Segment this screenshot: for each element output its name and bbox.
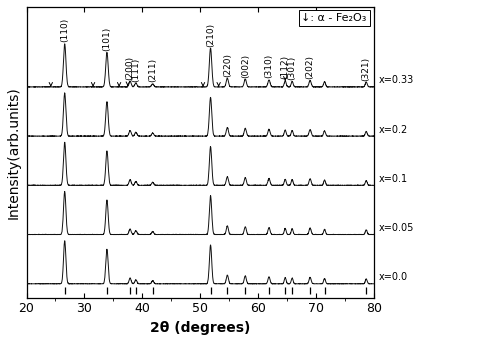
Text: (301): (301) bbox=[287, 55, 297, 80]
Text: x=0.05: x=0.05 bbox=[378, 223, 414, 233]
Text: (002): (002) bbox=[241, 53, 250, 78]
Text: x=0.0: x=0.0 bbox=[378, 272, 408, 282]
X-axis label: 2θ (degrees): 2θ (degrees) bbox=[150, 321, 250, 335]
Text: ↓: α - Fe₂O₃: ↓: α - Fe₂O₃ bbox=[302, 13, 367, 23]
Text: (110): (110) bbox=[60, 18, 69, 42]
Text: x=0.1: x=0.1 bbox=[378, 174, 408, 184]
Text: (321): (321) bbox=[362, 56, 371, 81]
Text: x=0.2: x=0.2 bbox=[378, 124, 408, 135]
Text: (202): (202) bbox=[305, 55, 315, 79]
Text: (210): (210) bbox=[206, 23, 215, 47]
Text: (310): (310) bbox=[264, 54, 273, 79]
Text: (200): (200) bbox=[126, 56, 135, 80]
Text: (112): (112) bbox=[281, 55, 290, 79]
Text: (211): (211) bbox=[148, 58, 157, 82]
Y-axis label: Intensity(arb.units): Intensity(arb.units) bbox=[7, 86, 21, 219]
Text: (111): (111) bbox=[131, 57, 140, 81]
Text: x=0.33: x=0.33 bbox=[378, 75, 414, 86]
Text: (220): (220) bbox=[223, 53, 232, 77]
Text: (101): (101) bbox=[103, 27, 111, 51]
